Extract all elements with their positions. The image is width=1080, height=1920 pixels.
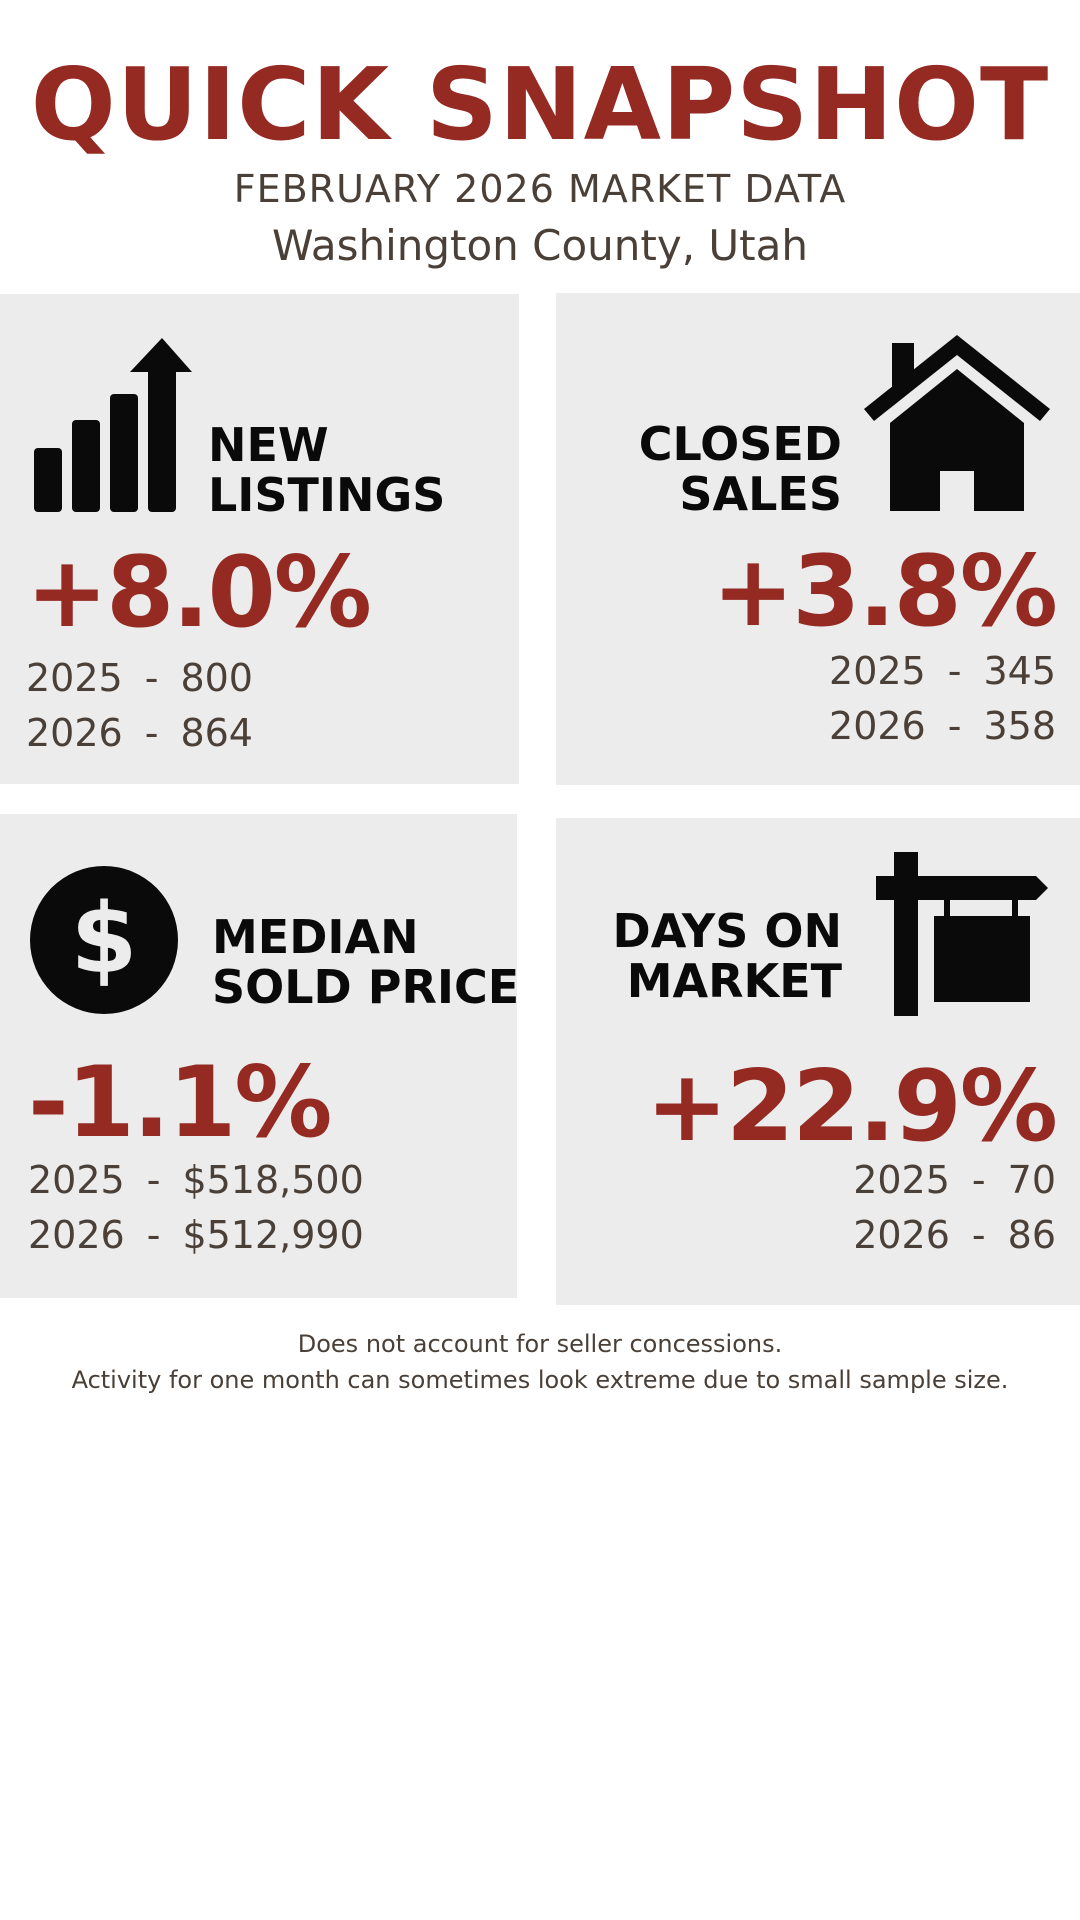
new-listings-change: +8.0% [26,536,372,650]
year-value: 86 [1007,1213,1056,1257]
median-price-2026-row: 2026- $512,990 [28,1210,364,1260]
year-label: 2025 [853,1158,950,1202]
median-price-change: -1.1% [28,1046,332,1160]
year-value: $512,990 [182,1213,364,1257]
year-label: 2026 [28,1213,125,1257]
median-price-2025-row: 2025- $518,500 [28,1155,364,1205]
year-label: 2025 [829,649,926,693]
days-on-market-change: +22.9% [645,1050,1058,1164]
days-on-market-2026-row: 2026-86 [853,1210,1056,1260]
closed-sales-label: CLOSED SALES [639,419,842,519]
separator: - [144,711,159,755]
year-label: 2026 [853,1213,950,1257]
separator: - [146,1213,161,1257]
label-line: MEDIAN [212,910,419,964]
footnote-sample-size: Activity for one month can sometimes loo… [71,1366,1009,1394]
new-listings-2026-row: 2026-864 [26,708,253,758]
label-line: SALES [679,467,842,521]
year-value: 345 [983,649,1056,693]
days-on-market-2025-row: 2025-70 [853,1155,1056,1205]
new-listings-label: NEW LISTINGS [208,420,445,520]
year-value: $518,500 [182,1158,364,1202]
year-value: 800 [180,656,253,700]
year-label: 2025 [26,656,123,700]
year-value: 358 [983,704,1056,748]
separator: - [146,1158,161,1202]
page-title: QUICK SNAPSHOT [30,46,1050,163]
median-price-label: MEDIAN SOLD PRICE [212,912,519,1012]
separator: - [144,656,159,700]
dollar-circle-icon: $ [30,866,178,1014]
closed-sales-2025-row: 2025-345 [829,646,1056,696]
closed-sales-2026-row: 2026-358 [829,701,1056,751]
report-period: FEBRUARY 2026 MARKET DATA [233,167,847,211]
separator: - [947,704,962,748]
house-icon [864,335,1050,513]
label-line: LISTINGS [208,468,446,522]
days-on-market-label: DAYS ON MARKET [613,906,842,1006]
closed-sales-change: +3.8% [712,535,1058,649]
label-line: MARKET [626,954,842,1008]
year-label: 2026 [829,704,926,748]
year-value: 864 [180,711,253,755]
footnote-concessions: Does not account for seller concessions. [297,1330,783,1358]
year-label: 2025 [28,1158,125,1202]
year-label: 2026 [26,711,123,755]
label-line: SOLD PRICE [212,960,520,1014]
report-location: Washington County, Utah [271,221,808,270]
label-line: CLOSED [638,417,842,471]
median-price-card: $ MEDIAN SOLD PRICE -1.1% 2025- $518,500 … [0,814,519,1298]
label-line: NEW [208,418,329,472]
days-on-market-card: DAYS ON MARKET +22.9% 2025-70 2026-86 [556,818,1080,1305]
hanging-sign-icon [876,852,1048,1016]
bar-chart-up-arrow-icon [32,336,192,514]
separator: - [971,1213,986,1257]
closed-sales-card: CLOSED SALES +3.8% 2025-345 2026-358 [556,293,1080,785]
new-listings-2025-row: 2025-800 [26,653,253,703]
svg-text:$: $ [71,883,138,995]
year-value: 70 [1007,1158,1056,1202]
new-listings-card: NEW LISTINGS +8.0% 2025-800 2026-864 [0,294,519,784]
separator: - [971,1158,986,1202]
separator: - [947,649,962,693]
label-line: DAYS ON [612,904,842,958]
